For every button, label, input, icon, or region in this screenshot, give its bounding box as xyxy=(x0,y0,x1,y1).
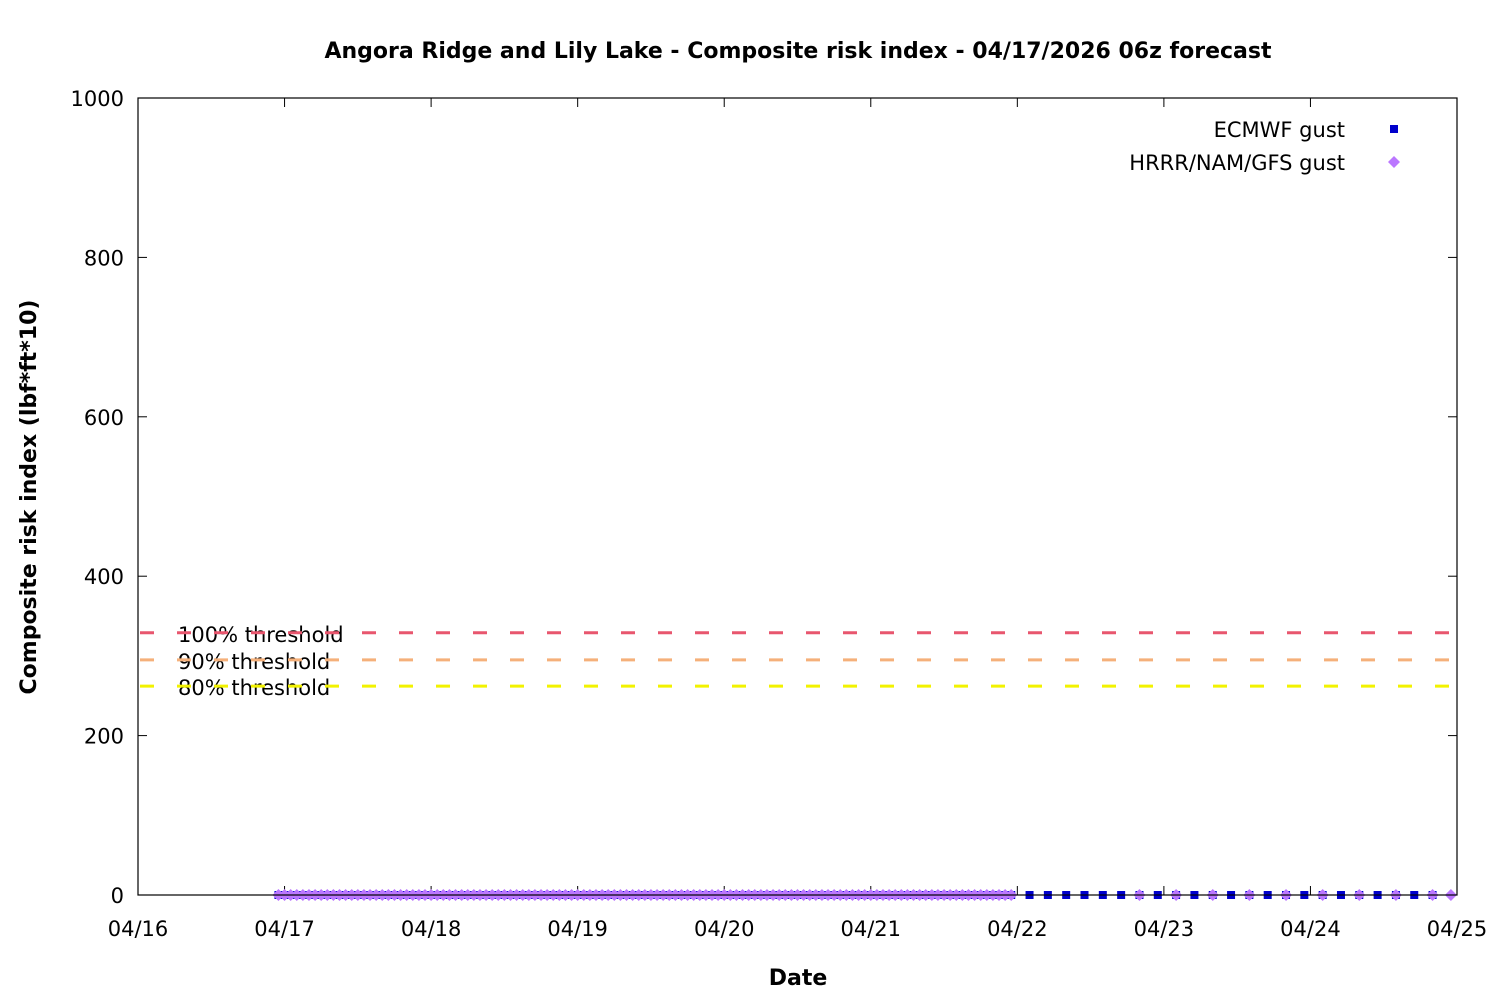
y-tick-label: 0 xyxy=(111,884,124,908)
y-tick-label: 800 xyxy=(84,246,124,270)
x-tick-label: 04/23 xyxy=(1134,917,1195,941)
plot-border xyxy=(137,97,1458,896)
y-tick-label: 400 xyxy=(84,565,124,589)
legend-label: ECMWF gust xyxy=(1214,118,1345,142)
x-tick-label: 04/17 xyxy=(254,917,315,941)
x-tick-label: 04/16 xyxy=(108,917,169,941)
threshold-label: 80% threshold xyxy=(178,676,330,700)
threshold-label: 90% threshold xyxy=(178,650,330,674)
legend-label: HRRR/NAM/GFS gust xyxy=(1129,151,1345,175)
y-axis-label: Composite risk index (lbf*ft*10) xyxy=(17,300,42,695)
x-tick-label: 04/18 xyxy=(401,917,462,941)
x-tick-label: 04/22 xyxy=(987,917,1048,941)
legend-marker xyxy=(1388,156,1400,168)
legend: ECMWF gust HRRR/NAM/GFS gust xyxy=(1129,118,1400,175)
y-tick-label: 600 xyxy=(84,406,124,430)
x-tick-label: 04/21 xyxy=(841,917,902,941)
x-tick-label: 04/20 xyxy=(694,917,755,941)
chart-title: Angora Ridge and Lily Lake - Composite r… xyxy=(324,39,1272,64)
legend-marker xyxy=(1390,125,1398,133)
y-tick-label: 200 xyxy=(84,725,124,749)
y-tick-label: 1000 xyxy=(71,87,124,111)
x-tick-label: 04/25 xyxy=(1427,917,1488,941)
x-tick-label: 04/19 xyxy=(547,917,608,941)
x-tick-label: 04/24 xyxy=(1280,917,1341,941)
x-axis-label: Date xyxy=(769,966,828,991)
threshold-label: 100% threshold xyxy=(178,623,344,647)
